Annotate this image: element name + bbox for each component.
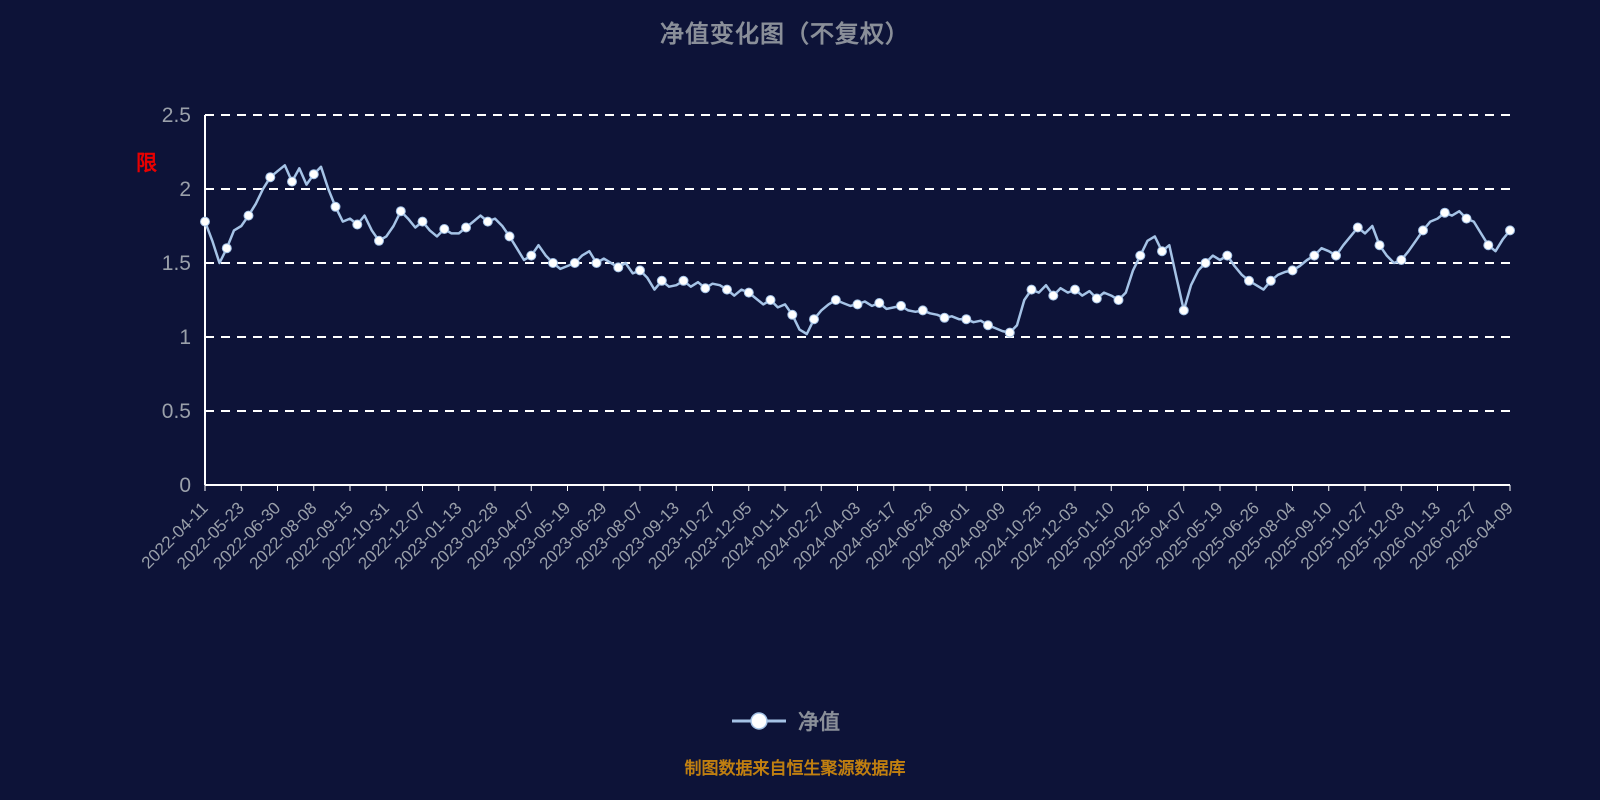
- svg-text:0: 0: [179, 474, 191, 497]
- svg-text:1.5: 1.5: [162, 252, 191, 275]
- svg-text:2: 2: [179, 178, 191, 201]
- legend-marker-icon: [732, 712, 786, 730]
- legend[interactable]: 净值: [0, 706, 1570, 736]
- svg-text:1: 1: [179, 326, 191, 349]
- svg-text:0.5: 0.5: [162, 400, 191, 423]
- legend-label: 净值: [798, 711, 840, 734]
- page-title: 净值变化图（不复权）: [660, 21, 910, 48]
- restricted-badge: 限: [136, 152, 157, 175]
- legend-dot: [750, 712, 768, 730]
- svg-text:2.5: 2.5: [162, 104, 191, 127]
- data-source-note: 制图数据来自恒生聚源数据库: [684, 759, 906, 778]
